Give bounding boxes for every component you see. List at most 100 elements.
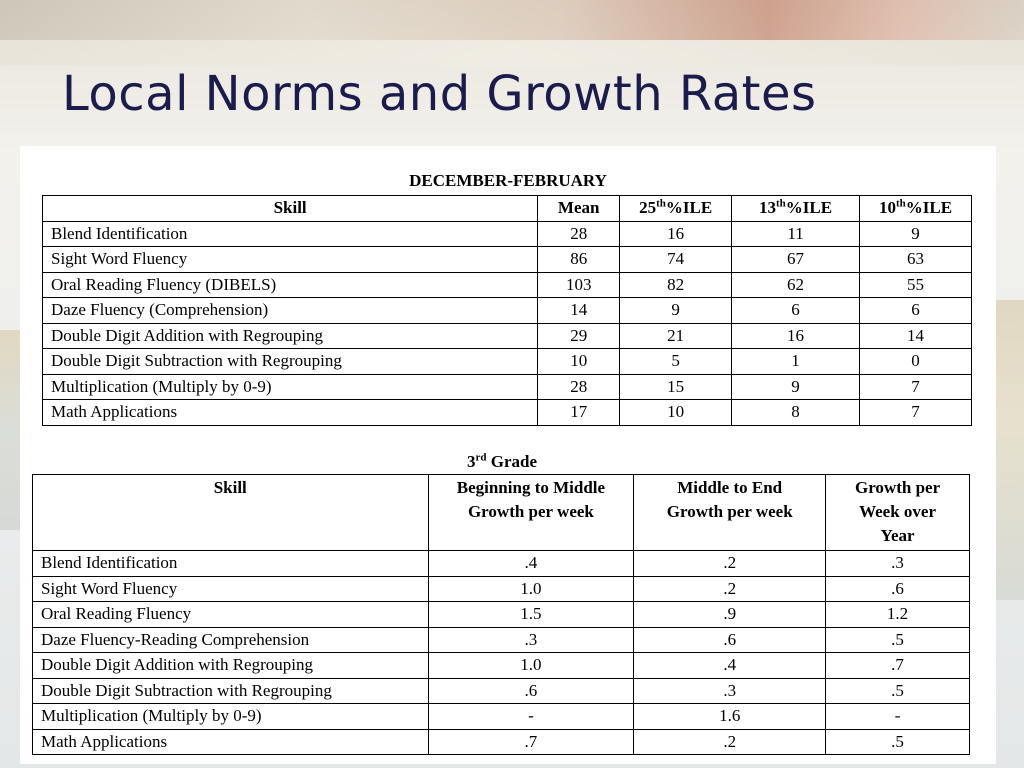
mean-cell: 14 [537,297,621,324]
middle-end-cell: 1.6 [633,703,827,730]
table-row: Multiplication (Multiply by 0-9) - 1.6 - [32,703,970,730]
p10-cell: 9 [859,220,972,247]
skill-cell: Daze Fluency (Comprehension) [41,297,539,324]
middle-end-cell: .9 [633,601,827,628]
middle-end-cell: .6 [633,626,827,653]
table2-header-skill: Skill [32,474,429,551]
skill-cell: Multiplication (Multiply by 0-9) [41,373,539,400]
table-row: Sight Word Fluency 86 74 67 63 [41,246,972,273]
skill-cell: Oral Reading Fluency [32,601,429,628]
p25-cell: 15 [619,373,733,400]
p10-cell: 7 [859,373,972,400]
table-row: Oral Reading Fluency (DIBELS) 103 82 62 … [41,271,972,298]
year-cell: 1.2 [825,601,970,628]
skill-cell: Double Digit Subtraction with Regrouping [32,677,429,704]
year-cell: .6 [825,575,970,602]
p25-cell: 21 [619,322,733,349]
middle-end-cell: .2 [633,575,827,602]
p25-cell: 9 [619,297,733,324]
p25-cell: 16 [619,220,733,247]
table-row: Double Digit Subtraction with Regrouping… [41,348,972,375]
p13-cell: 8 [731,399,860,426]
p13-cell: 1 [731,348,860,375]
table1-header-row: Skill Mean 25th%ILE 13th%ILE 10th%ILE [41,195,972,222]
p13-cell: 67 [731,246,860,273]
p10-cell: 7 [859,399,972,426]
beginning-middle-cell: .6 [427,677,635,704]
table-row: Double Digit Addition with Regrouping 1.… [32,652,970,679]
table-row: Sight Word Fluency 1.0 .2 .6 [32,575,970,602]
table1-header-10th: 10th%ILE [859,195,972,222]
mean-cell: 29 [537,322,621,349]
p10-cell: 6 [859,297,972,324]
beginning-middle-cell: .7 [427,728,635,755]
table-row: Double Digit Subtraction with Regrouping… [32,677,970,704]
p25-cell: 10 [619,399,733,426]
mean-cell: 17 [537,399,621,426]
table1-header-25th: 25th%ILE [619,195,733,222]
year-cell: .7 [825,652,970,679]
mean-cell: 103 [537,271,621,298]
table2-caption: 3rd Grade [466,451,538,471]
table-row: Math Applications 17 10 8 7 [41,399,972,426]
table-row: Blend Identification .4 .2 .3 [32,550,970,577]
p25-cell: 82 [619,271,733,298]
skill-cell: Double Digit Addition with Regrouping [32,652,429,679]
table2-header-middle-end: Middle to End Growth per week [633,474,827,551]
skill-cell: Double Digit Addition with Regrouping [41,322,539,349]
p25-cell: 5 [619,348,733,375]
table1-caption: DECEMBER-FEBRUARY [409,171,607,190]
slide-title: Local Norms and Growth Rates [62,66,817,122]
table-row: Oral Reading Fluency 1.5 .9 1.2 [32,601,970,628]
middle-end-cell: .2 [633,728,827,755]
skill-cell: Oral Reading Fluency (DIBELS) [41,271,539,298]
middle-end-cell: .4 [633,652,827,679]
year-cell: .3 [825,550,970,577]
beginning-middle-cell: .4 [427,550,635,577]
table-row: Multiplication (Multiply by 0-9) 28 15 9… [41,373,972,400]
skill-cell: Multiplication (Multiply by 0-9) [32,703,429,730]
p10-cell: 63 [859,246,972,273]
table2-header-year: Growth per Week over Year [825,474,970,551]
skill-cell: Math Applications [32,728,429,755]
content-panel: DECEMBER-FEBRUARY Skill Mean 25th%ILE 13… [20,146,996,764]
background-top-band [0,40,1024,66]
background-left-band [0,330,20,530]
background-top-stripe [0,0,1024,40]
table1-header-13th: 13th%ILE [731,195,860,222]
beginning-middle-cell: 1.0 [427,652,635,679]
year-cell: .5 [825,677,970,704]
p13-cell: 62 [731,271,860,298]
beginning-middle-cell: 1.0 [427,575,635,602]
mean-cell: 10 [537,348,621,375]
p13-cell: 9 [731,373,860,400]
skill-cell: Sight Word Fluency [32,575,429,602]
p13-cell: 11 [731,220,860,247]
middle-end-cell: .2 [633,550,827,577]
skill-cell: Blend Identification [41,220,539,247]
growth-rates-table: Skill Beginning to Middle Growth per week… [32,474,970,755]
p13-cell: 6 [731,297,860,324]
table-row: Daze Fluency (Comprehension) 14 9 6 6 [41,297,972,324]
skill-cell: Sight Word Fluency [41,246,539,273]
mean-cell: 28 [537,220,621,247]
skill-cell: Daze Fluency-Reading Comprehension [32,626,429,653]
beginning-middle-cell: - [427,703,635,730]
table-row: Math Applications .7 .2 .5 [32,728,970,755]
mean-cell: 28 [537,373,621,400]
skill-cell: Math Applications [41,399,539,426]
skill-cell: Double Digit Subtraction with Regrouping [41,348,539,375]
table-row: Blend Identification 28 16 11 9 [41,220,972,247]
year-cell: .5 [825,626,970,653]
p10-cell: 0 [859,348,972,375]
p25-cell: 74 [619,246,733,273]
table1-header-mean: Mean [537,195,621,222]
beginning-middle-cell: .3 [427,626,635,653]
p10-cell: 14 [859,322,972,349]
year-cell: .5 [825,728,970,755]
local-norms-table: Skill Mean 25th%ILE 13th%ILE 10th%ILE Bl… [41,195,972,426]
table-row: Daze Fluency-Reading Comprehension .3 .6… [32,626,970,653]
table-row: Double Digit Addition with Regrouping 29… [41,322,972,349]
background-right-band [996,300,1024,600]
year-cell: - [825,703,970,730]
